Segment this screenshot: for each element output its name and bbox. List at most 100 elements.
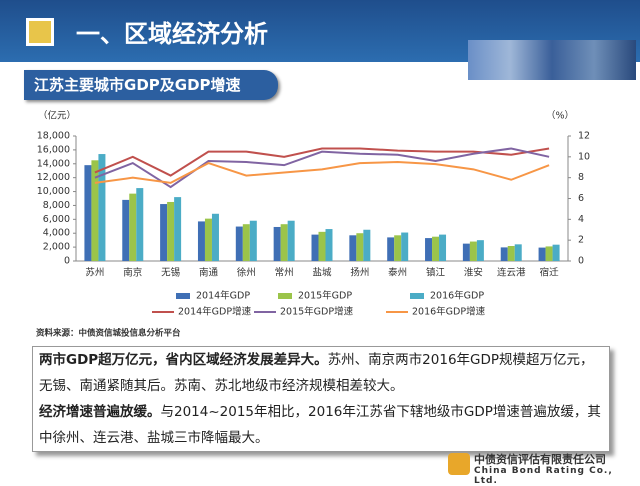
bar: [160, 204, 168, 261]
legend-label: 2015年GDP增速: [280, 306, 354, 318]
bar: [356, 233, 364, 261]
y2-tick-label: 2: [578, 235, 584, 246]
bar: [432, 236, 440, 261]
bar: [136, 188, 144, 261]
x-tick-label: 镇江: [426, 267, 446, 279]
y2-tick-label: 0: [578, 256, 584, 267]
bar: [476, 240, 484, 261]
y2-tick-label: 4: [578, 214, 584, 225]
footer-logo: [448, 453, 470, 475]
bar: [273, 226, 281, 261]
y-tick-label: 18,000: [37, 131, 70, 142]
bar: [235, 226, 243, 261]
bar: [211, 213, 219, 261]
legend-label: 2014年GDP: [196, 290, 250, 302]
bar: [439, 234, 447, 261]
x-tick-label: 徐州: [237, 267, 256, 279]
x-tick-label: 连云港: [497, 267, 526, 279]
bar: [500, 247, 508, 261]
line: [94, 161, 550, 184]
bar: [538, 247, 546, 261]
bar: [129, 193, 137, 261]
y2-tick-label: 10: [578, 151, 590, 162]
legend-label: 2014年GDP增速: [178, 306, 252, 318]
y2-tick-label: 8: [578, 172, 584, 183]
line: [94, 147, 550, 189]
bar: [249, 220, 257, 261]
bar: [545, 246, 553, 261]
y-tick-label: 0: [64, 256, 70, 267]
bar: [469, 241, 477, 261]
x-tick-label: 南京: [123, 267, 142, 279]
note-lead: 经济增速普遍放缓。: [39, 404, 161, 420]
bar: [363, 229, 371, 261]
x-tick-label: 无锡: [161, 267, 180, 279]
note-paragraph: 两市GDP超万亿元，省内区域经济发展差异大。苏州、南京两市2016年GDP规模超…: [39, 347, 603, 399]
y-tick-label: 16,000: [37, 144, 70, 155]
y-tick-label: 12,000: [37, 172, 70, 183]
x-tick-label: 扬州: [350, 267, 369, 279]
bar: [98, 154, 106, 261]
legend-swatch: [410, 293, 424, 299]
bar: [242, 224, 250, 261]
y-tick-label: 6,000: [43, 214, 70, 225]
legend-label: 2016年GDP增速: [412, 306, 486, 318]
x-tick-label: 苏州: [85, 267, 104, 279]
bar: [401, 232, 409, 261]
legend-label: 2015年GDP: [298, 290, 352, 302]
legend-swatch: [278, 293, 292, 299]
source: 资料来源：中债资信城投信息分析平台: [36, 328, 181, 339]
y2-tick-label: 6: [578, 193, 584, 204]
x-tick-label: 南通: [199, 267, 219, 279]
bar: [425, 238, 433, 261]
bar: [167, 201, 175, 261]
legend-label: 2016年GDP: [430, 290, 484, 302]
header-title: 一、区域经济分析: [76, 20, 268, 48]
footer-company: 中债资信评估有限责任公司: [474, 453, 606, 466]
bar: [462, 243, 470, 261]
bar: [91, 160, 99, 261]
note-paragraph: 经济增速普遍放缓。与2014~2015年相比，2016年江苏省下辖地级市GDP增…: [39, 399, 603, 451]
chart: （亿元） （%） 资料来源：中债资信城投信息分析平台 0 2,000 4,000 6,…: [36, 110, 590, 339]
header-photos: [468, 40, 636, 80]
x-tick-label: 泰州: [388, 267, 407, 279]
bar: [197, 221, 205, 261]
y-tick-label: 4,000: [43, 228, 70, 239]
bar: [280, 224, 288, 261]
note-lead: 两市GDP超万亿元，省内区域经济发展差异大。: [39, 352, 328, 368]
y-tick-label: 2,000: [43, 242, 70, 253]
bar: [514, 244, 522, 261]
bar: [507, 246, 515, 261]
line: [94, 147, 550, 177]
x-tick-label: 盐城: [312, 267, 332, 279]
subtitle-pill: 江苏主要城市GDP及GDP增速: [24, 70, 278, 100]
bar: [394, 235, 402, 261]
y-tick-label: 8,000: [43, 200, 70, 211]
note-text: 与2014~2015年相比，2016年江苏省下辖地级市GDP增速普遍放缓，其中徐…: [39, 404, 601, 446]
legend-swatch: [176, 293, 190, 299]
bar: [387, 237, 395, 261]
bar: [318, 231, 326, 261]
footer-company-en: China Bond Rating Co., Ltd.: [474, 466, 613, 486]
y-axis-label: （亿元）: [38, 110, 76, 122]
bar: [552, 244, 560, 261]
y-tick-label: 10,000: [37, 186, 70, 197]
y2-axis-label: （%）: [546, 110, 574, 122]
header-icon: [26, 18, 54, 46]
note-box: 两市GDP超万亿元，省内区域经济发展差异大。苏州、南京两市2016年GDP规模超…: [32, 346, 610, 452]
x-tick-label: 淮安: [464, 267, 483, 279]
bar: [204, 218, 212, 261]
x-tick-label: 宿迁: [540, 267, 560, 279]
bar: [349, 235, 357, 261]
bar: [84, 165, 92, 261]
bar: [287, 220, 295, 261]
note-text: 苏州、南京两市2016年GDP规模超万亿元，无锡、南通紧随其后。苏南、苏北地级市…: [39, 352, 594, 394]
bar: [311, 234, 319, 261]
y2-tick-label: 12: [578, 131, 590, 142]
bar: [174, 197, 182, 261]
bar: [325, 229, 333, 261]
y-tick-label: 14,000: [37, 158, 70, 169]
x-tick-label: 常州: [275, 267, 294, 279]
bar: [122, 199, 130, 261]
